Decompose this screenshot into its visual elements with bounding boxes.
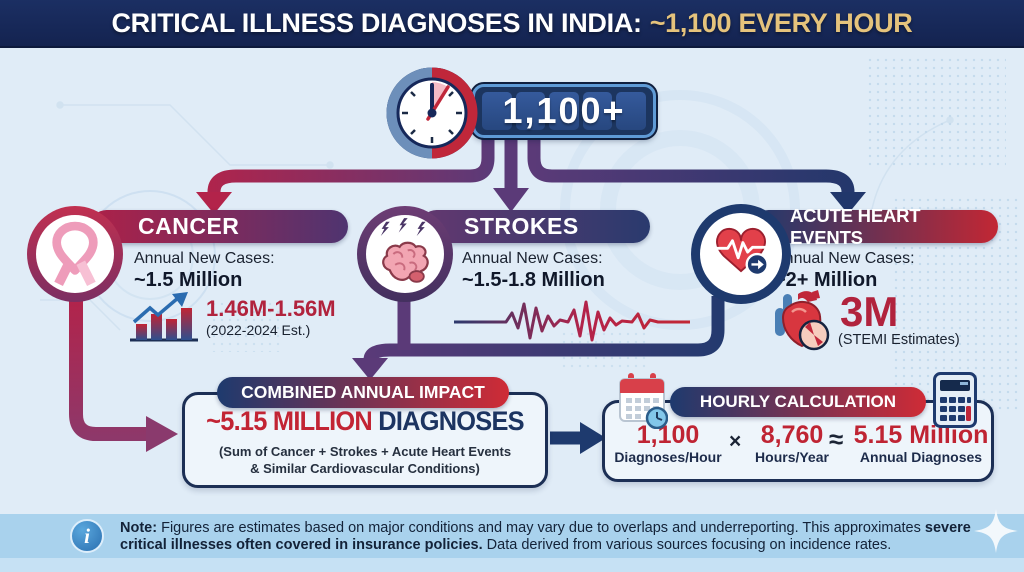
note-bar [0, 514, 1024, 558]
counter-cell [549, 92, 579, 130]
formula-term1-value: 1,100 [636, 421, 700, 449]
heart-circle [691, 204, 791, 304]
heart-stat-value: 3M [840, 288, 899, 335]
note-bold-2: critical illnesses often covered in insu… [120, 537, 483, 553]
cancer-stat-note: (2022-2024 Est.) [206, 322, 311, 338]
strokes-brain-icon [380, 218, 429, 283]
note-bold-1: severe [924, 520, 971, 536]
counter-cell [616, 92, 646, 130]
combined-headline-suffix: DIAGNOSES [371, 406, 524, 436]
hourly-counter-box [470, 82, 658, 140]
note-bar-bottom-strip [0, 558, 1024, 572]
page-title: CRITICAL ILLNESS DIAGNOSES IN INDIA: [111, 7, 642, 38]
info-icon: i [70, 519, 104, 553]
strokes-header-pill: STROKES [420, 210, 650, 243]
combined-subline-1: (Sum of Cancer + Strokes + Acute Heart E… [218, 444, 512, 459]
heart-cases-label: Annual New Cases: [774, 250, 915, 267]
header-banner: CRITICAL ILLNESS DIAGNOSES IN INDIA: ~1,… [0, 0, 1024, 48]
strokes-cases-value: ~1.5-1.8 Million [462, 269, 605, 291]
strokes-title: STROKES [464, 213, 579, 239]
cancer-cases-value: ~1.5 Million [134, 269, 243, 291]
combined-subline-2: & Similar Cardiovascular Conditions) [250, 461, 480, 476]
counter-cell [582, 92, 613, 130]
combined-impact-title: COMBINED ANNUAL IMPACT [241, 382, 485, 402]
note-part1: Figures are estimates based on major con… [157, 520, 925, 536]
heart-cases-value: ~2+ Million [774, 269, 878, 291]
combined-headline-value: ~5.15 MILLION [206, 406, 373, 436]
heart-header-pill: ACUTE HEART EVENTS [752, 205, 998, 248]
strokes-ecg-waveform [454, 300, 690, 342]
cancer-title: CANCER [138, 213, 240, 239]
note-part2: Data derived from various sources focusi… [482, 537, 892, 553]
heart-stat-note: (STEMI Estimates) [838, 332, 960, 348]
cancer-ribbon-icon [52, 221, 98, 287]
formula-approx-sign: ≈ [829, 424, 844, 454]
note-text: Note: Figures are estimates based on maj… [120, 520, 1015, 554]
counter-cell [482, 92, 512, 130]
sparkle-icon [974, 509, 1018, 553]
strokes-circle [357, 206, 453, 302]
hourly-calc-title: HOURLY CALCULATION [699, 392, 897, 411]
hourly-calc-pill: HOURLY CALCULATION [670, 387, 926, 417]
counter-value: 1,100+ [502, 90, 626, 131]
cancer-bar-chart-icon [130, 292, 198, 342]
cancer-header-pill: CANCER [90, 210, 348, 243]
cancer-stat-value: 1.46M-1.56M [206, 296, 336, 321]
formula-term1-label: Diagnoses/Hour [614, 449, 722, 465]
formula-term2-label: Hours/Year [755, 449, 829, 465]
strokes-cases-label: Annual New Cases: [462, 250, 603, 267]
calculator-icon [933, 372, 977, 428]
combined-headline: ~5.15 MILLION DIAGNOSES [193, 406, 537, 437]
cancer-circle [27, 206, 123, 302]
clock-icon [386, 67, 478, 159]
formula-multiply-sign: × [729, 430, 742, 453]
note-label: Note: [120, 520, 158, 536]
formula-result-label: Annual Diagnoses [859, 449, 983, 465]
combined-impact-pill: COMBINED ANNUAL IMPACT [217, 377, 509, 408]
page-title-highlight: ~1,100 EVERY HOUR [649, 7, 913, 38]
heart-title: ACUTE HEART EVENTS [790, 204, 921, 248]
heart-anatomy-icon [775, 290, 830, 351]
heart-ecg-icon [714, 227, 769, 277]
calendar-clock-icon [619, 373, 668, 429]
counter-cell [515, 92, 546, 130]
cancer-cases-label: Annual New Cases: [134, 250, 275, 267]
formula-term2-value: 8,760 [760, 421, 824, 449]
